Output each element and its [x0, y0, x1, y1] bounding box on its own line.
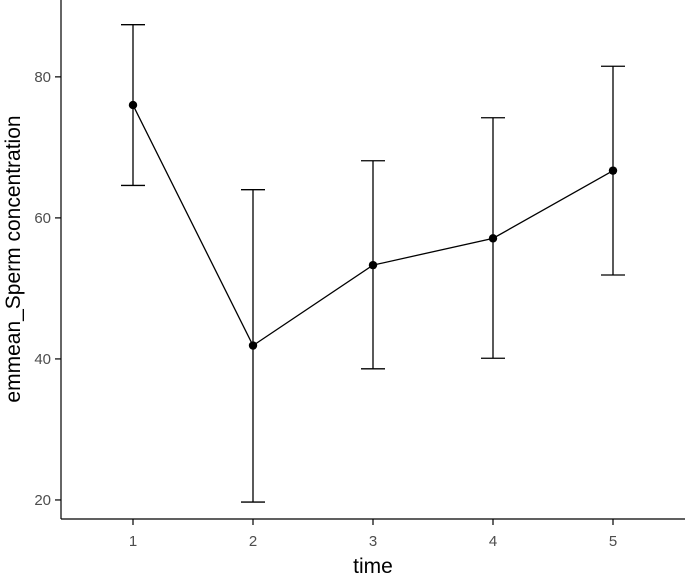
data-point — [248, 341, 258, 350]
y-axis-title: emmean_Sperm concentration — [2, 115, 25, 402]
data-points — [128, 100, 618, 350]
ticks: 1 2 3 4 5 20 40 60 80 — [34, 69, 617, 550]
data-point — [608, 166, 618, 175]
y-tick-label: 60 — [34, 210, 51, 227]
x-tick-label: 1 — [129, 533, 137, 550]
x-tick-label: 4 — [489, 533, 497, 550]
data-point — [128, 100, 138, 110]
data-point — [368, 260, 378, 270]
x-tick-label: 5 — [609, 533, 617, 550]
y-tick-label: 40 — [34, 351, 51, 368]
x-tick-label: 2 — [249, 533, 257, 550]
y-tick-label: 80 — [34, 69, 51, 86]
y-tick-label: 20 — [34, 492, 51, 509]
x-axis-title: time — [353, 555, 393, 576]
data-point — [488, 234, 498, 243]
x-tick-label: 3 — [369, 533, 377, 550]
